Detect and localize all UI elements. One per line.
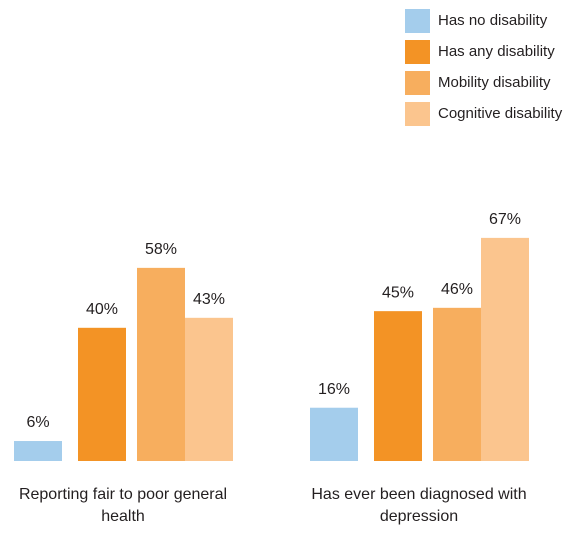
legend-swatch bbox=[405, 9, 430, 33]
bar bbox=[137, 267, 185, 461]
data-label: 58% bbox=[145, 241, 177, 258]
data-label: 46% bbox=[441, 281, 473, 298]
data-label: 40% bbox=[86, 301, 118, 318]
data-label: 43% bbox=[193, 291, 225, 308]
legend-label: Has no disability bbox=[438, 12, 548, 29]
bar bbox=[374, 311, 422, 461]
bar bbox=[481, 237, 529, 461]
legend-label: Has any disability bbox=[438, 43, 555, 60]
data-label: 45% bbox=[382, 284, 414, 301]
legend-swatch bbox=[405, 40, 430, 64]
legend-label: Mobility disability bbox=[438, 74, 551, 91]
category-label: Has ever been diagnosed with depression bbox=[311, 486, 527, 525]
legend-swatch bbox=[405, 102, 430, 126]
data-label: 67% bbox=[489, 211, 521, 228]
bar bbox=[433, 307, 481, 461]
bar bbox=[310, 407, 358, 461]
bar bbox=[78, 327, 126, 461]
legend-swatch bbox=[405, 71, 430, 95]
category-label: Reporting fair to poor general health bbox=[18, 486, 228, 525]
data-label: 16% bbox=[318, 381, 350, 398]
legend-label: Cognitive disability bbox=[438, 105, 563, 122]
data-label: 6% bbox=[26, 414, 49, 431]
bar bbox=[14, 441, 62, 461]
bar bbox=[185, 317, 233, 461]
